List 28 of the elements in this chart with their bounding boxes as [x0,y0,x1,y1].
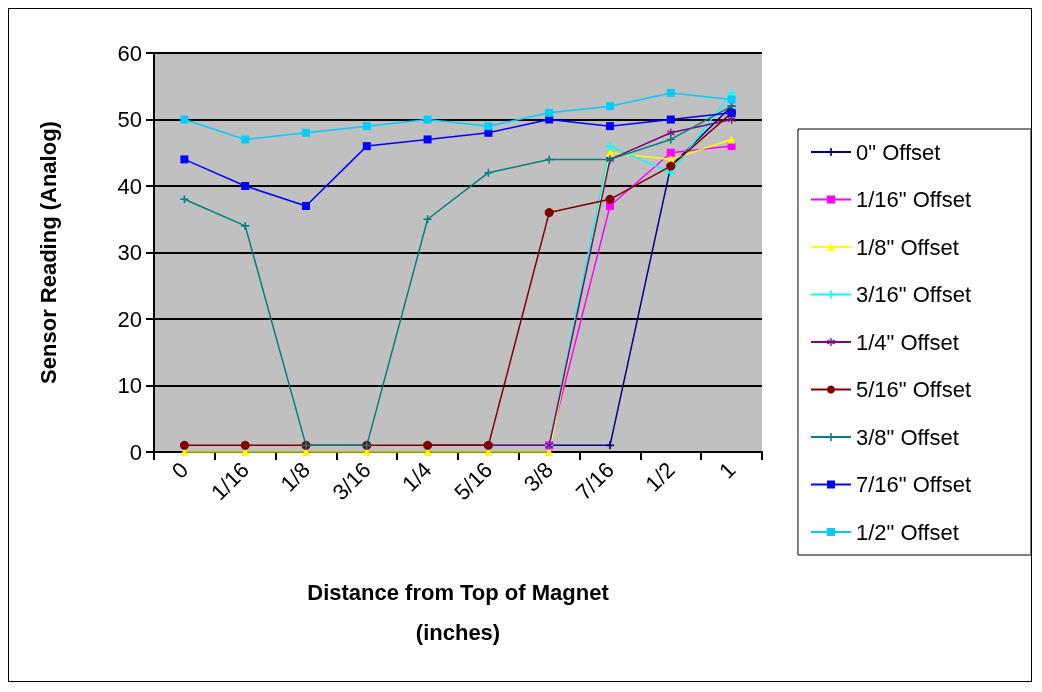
x-tick-label: 1/2 [640,457,680,497]
legend-label: 5/16" Offset [855,377,971,402]
legend-label: 1/8" Offset [855,234,959,260]
y-tick-label: 30 [117,240,142,265]
y-tick-label: 20 [117,306,142,332]
x-tick-label: 3/8 [518,457,559,497]
x-tick-label: 1/16 [206,457,255,506]
y-tick-label: 40 [117,173,142,199]
x-tick-label: 1/4 [397,457,437,497]
x-axis-title: Distance from Top of Magnet (inches) [307,579,610,645]
x-tick-label: 5/16 [449,457,498,506]
x-tick-label: 1 [714,457,741,484]
legend-label: 0" Offset [855,139,941,165]
x-tick-label: 7/16 [570,457,619,506]
y-tick-label: 0 [129,439,142,465]
legend-label: 3/16" Offset [855,282,971,307]
y-tick-label: 60 [117,40,142,66]
legend-label: 1/4" Offset [855,329,959,355]
legend-label: 7/16" Offset [855,472,971,497]
legend-label: 1/2" Offset [855,519,959,545]
legend-label: 3/8" Offset [855,424,959,450]
x-tick-label: 1/8 [275,457,315,497]
y-tick-label: 50 [117,107,142,132]
y-axis-title: Sensor Reading (Analog) [35,121,61,384]
legend-label: 1/16" Offset [855,187,971,212]
x-tick-label: 3/16 [327,457,376,506]
x-tick-label: 0 [166,457,194,484]
y-tick-label: 10 [117,373,142,398]
